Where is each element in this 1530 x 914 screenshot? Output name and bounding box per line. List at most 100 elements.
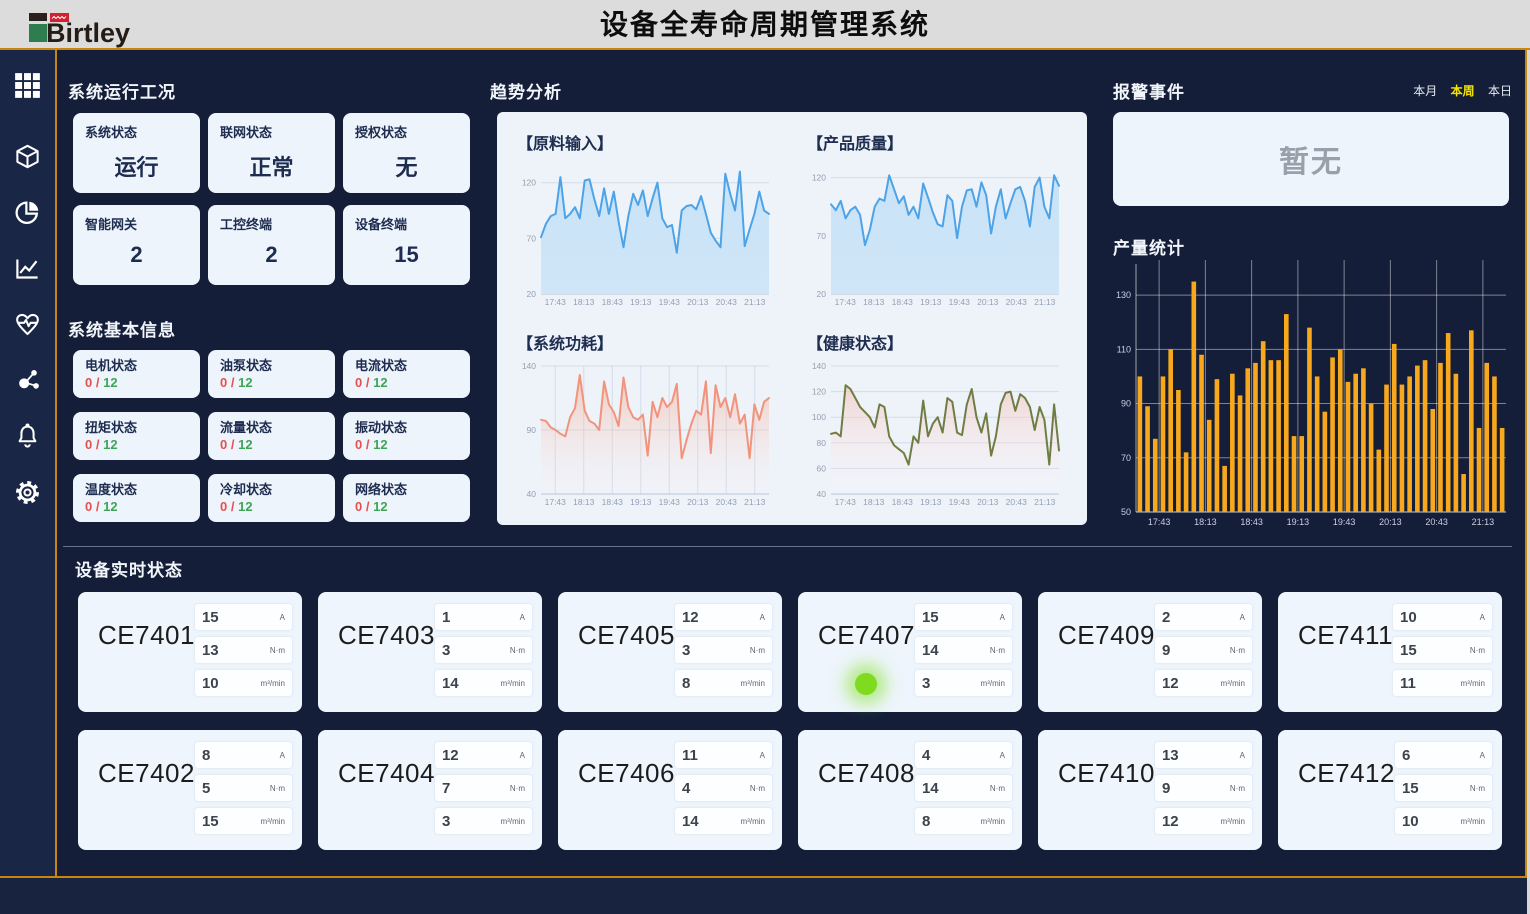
unit-ampere: A [1239,612,1245,622]
chart-health-status: 【健康状态】 140 120 100 80 60 40 17:43 18:13 18:43 19:… [805,324,1069,514]
total-count: 12 [373,375,388,390]
svg-text:40: 40 [527,489,537,499]
status-value: 15 [394,242,419,267]
alarm-tab-month[interactable]: 本月 [1413,84,1438,98]
device-card-ce7408[interactable]: CE7408 4 A 14 N·m 8 m³/min [798,730,1022,850]
alarm-count: 0 / [220,375,235,390]
device-card-ce7403[interactable]: CE7403 1 A 3 N·m 14 m³/min [318,592,542,712]
status-label: 系统状态 [85,125,138,140]
unit-ampere: A [999,612,1005,622]
system-status-grid: 系统状态 运行 联网状态 正常 授权状态无 智能网关 2 工控终端 2 设备终端 15 [73,113,470,285]
svg-text:18:43: 18:43 [602,497,624,507]
svg-text:20: 20 [527,289,537,299]
svg-text:20:13: 20:13 [687,497,709,507]
chart-raw-material-input: 【原料输入】 120 70 20 17:43 18:13 18:43 19:13 19:43 2… [515,124,779,314]
unit-flow-rate: m³/min [260,678,285,688]
device-torque: 4 [681,779,691,797]
device-card-ce7411[interactable]: CE7411 10 A 15 N·m 11 m³/min [1278,592,1502,712]
device-torque: 15 [1401,779,1419,797]
unit-newton-meter: N·m [1469,783,1485,793]
alarm-count: 0 / [85,499,100,514]
device-flow: 3 [441,812,451,830]
unit-flow-rate: m³/min [1220,678,1245,688]
unit-newton-meter: N·m [269,783,285,793]
info-label: 扭矩状态 [85,420,138,435]
info-label: 温度状态 [85,482,138,497]
device-card-ce7405[interactable]: CE7405 12 A 3 N·m 8 m³/min [558,592,782,712]
svg-text:18:43: 18:43 [1240,517,1263,527]
info-card: 流量状态 0 / 12 [208,412,335,460]
bell-icon[interactable] [14,423,41,450]
raw-material-chart: 120 70 20 17:43 18:13 18:43 19:13 19:43 20:13 20:… [522,170,770,307]
device-name: CE7405 [578,620,675,650]
unit-ampere: A [279,612,285,622]
devices-title: 设备实时状态 [75,561,183,580]
unit-newton-meter: N·m [1229,645,1245,655]
device-flow: 12 [1161,812,1179,830]
svg-text:21:13: 21:13 [744,497,766,507]
logo-green-square [29,24,47,42]
alarm-count: 0 / [85,437,100,452]
app-header: 设备全寿命周期管理系统 [0,0,1530,50]
unit-newton-meter: N·m [509,783,525,793]
status-value: 2 [265,242,278,267]
svg-text:20:43: 20:43 [716,297,738,307]
svg-text:18:13: 18:13 [573,297,595,307]
cube-icon[interactable] [14,143,41,170]
alarm-tab-day[interactable]: 本日 [1487,84,1512,98]
settings-gear-icon[interactable] [14,479,41,506]
svg-text:18:43: 18:43 [892,497,914,507]
alarm-tab-week[interactable]: 本周 [1450,84,1475,98]
device-card-ce7401[interactable]: CE7401 15 A 13 N·m 10 m³/min [78,592,302,712]
device-name: CE7412 [1298,758,1395,788]
system-status-title: 系统运行工况 [68,83,176,102]
svg-text:50: 50 [1121,507,1131,517]
total-count: 12 [103,437,118,452]
info-card: 冷却状态 0 / 12 [208,474,335,522]
alarm-empty-card: 暂无 [1113,112,1509,206]
alarm-count: 0 / [220,499,235,514]
device-card-ce7410[interactable]: CE7410 13 A 9 N·m 12 m³/min [1038,730,1262,850]
alarm-count: 0 / [220,437,235,452]
device-name: CE7403 [338,620,435,650]
trend-panel: 【原料输入】 120 70 20 17:43 18:13 18:43 19:13 19:43 2… [497,112,1087,525]
alarm-count: 0 / [355,437,370,452]
pie-chart-icon[interactable] [14,199,41,226]
unit-newton-meter: N·m [509,645,525,655]
alarm-tabs: 本月 本周 本日 [1380,82,1512,99]
device-current: 12 [681,608,699,626]
device-name: CE7410 [1058,758,1155,788]
network-nodes-icon[interactable] [14,367,41,394]
device-card-ce7407[interactable]: CE7407 15 A 14 N·m 3 m³/min [798,592,1022,712]
device-card-ce7409[interactable]: CE7409 2 A 9 N·m 12 m³/min [1038,592,1262,712]
svg-text:60: 60 [817,463,827,473]
device-torque: 7 [441,779,451,797]
device-card-ce7404[interactable]: CE7404 12 A 7 N·m 3 m³/min [318,730,542,850]
health-pulse-icon[interactable] [14,311,41,338]
line-chart-icon[interactable] [14,255,41,282]
device-card-ce7406[interactable]: CE7406 11 A 4 N·m 14 m³/min [558,730,782,850]
production-bar-chart: 130 110 90 70 50 17:43 18:13 18:43 19:13 19:43 20:… [1116,260,1506,527]
device-torque: 14 [921,779,939,797]
device-name: CE7401 [98,620,195,650]
device-current: 10 [1400,608,1417,626]
unit-newton-meter: N·m [989,645,1005,655]
device-card-ce7402[interactable]: CE7402 8 A 5 N·m 15 m³/min [78,730,302,850]
device-card-ce7412[interactable]: CE7412 6 A 15 N·m 10 m³/min [1278,730,1502,850]
total-count: 12 [373,437,388,452]
production-title: 产量统计 [1113,239,1185,258]
svg-text:70: 70 [817,231,827,241]
svg-text:20:43: 20:43 [1006,297,1028,307]
device-torque: 3 [681,641,691,659]
health-status-chart: 140 120 100 80 60 40 17:43 18:13 18:43 19:13 19:43… [812,361,1060,507]
info-card: 振动状态 0 / 12 [343,412,470,460]
grid-menu-icon[interactable] [14,72,41,99]
logo-dark-square [29,13,47,21]
svg-text:90: 90 [527,425,537,435]
device-current: 12 [441,746,459,764]
alarm-title: 报警事件 [1113,83,1185,102]
device-flow: 8 [681,674,691,692]
svg-text:18:13: 18:13 [573,497,595,507]
device-name: CE7404 [338,758,435,788]
chart-system-power: 【系统功耗】 140 90 40 17:43 18:13 18:43 19:13 19:43 2… [515,324,779,514]
